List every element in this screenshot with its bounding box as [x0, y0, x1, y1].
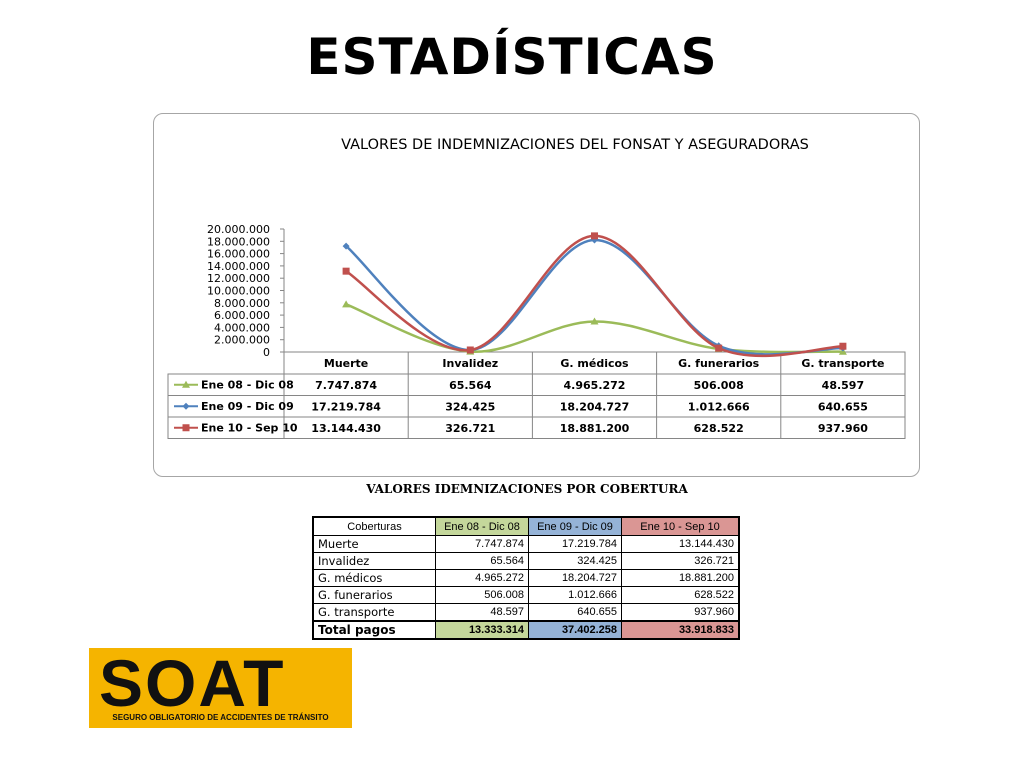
- header-ene08: Ene 08 - Dic 08: [435, 516, 529, 536]
- row-label: G. médicos: [312, 569, 436, 587]
- data-label: 937.960: [818, 422, 868, 435]
- cell-value: 18.204.727: [528, 569, 622, 587]
- data-label: 48.597: [822, 379, 864, 392]
- cell-value: 7.747.874: [435, 535, 529, 553]
- table-row: Invalidez 65.564 324.425 326.721: [312, 552, 740, 570]
- header-ene09: Ene 09 - Dic 09: [528, 516, 622, 536]
- table-row: Muerte 7.747.874 17.219.784 13.144.430: [312, 535, 740, 553]
- category-label: G. médicos: [560, 357, 629, 370]
- y-tick-label: 18.000.000: [207, 235, 270, 248]
- cell-value: 628.522: [621, 586, 740, 604]
- point-marker-square: [342, 267, 350, 275]
- cell-value: 18.881.200: [621, 569, 740, 587]
- y-tick-label: 10.000.000: [207, 285, 270, 298]
- y-tick-label: 0: [263, 346, 270, 359]
- total-value: 37.402.258: [528, 620, 622, 640]
- data-label: 4.965.272: [564, 379, 626, 392]
- y-tick-label: 8.000.000: [214, 297, 270, 310]
- cell-value: 324.425: [528, 552, 622, 570]
- table-row: G. transporte 48.597 640.655 937.960: [312, 603, 740, 622]
- data-label: 326.721: [445, 422, 495, 435]
- table-row: G. funerarios 506.008 1.012.666 628.522: [312, 586, 740, 604]
- point-marker-triangle: [182, 380, 190, 388]
- cell-value: 326.721: [621, 552, 740, 570]
- y-tick-label: 2.000.000: [214, 334, 270, 347]
- data-label: 324.425: [445, 401, 495, 414]
- total-value: 13.333.314: [435, 620, 529, 640]
- y-tick-label: 12.000.000: [207, 272, 270, 285]
- series-line: [345, 238, 843, 356]
- table-header-row: Coberturas Ene 08 - Dic 08 Ene 09 - Dic …: [312, 516, 740, 536]
- cell-value: 48.597: [435, 603, 529, 622]
- data-label: 1.012.666: [688, 401, 750, 414]
- point-marker-triangle: [342, 300, 351, 308]
- table-total-row: Total pagos 13.333.314 37.402.258 33.918…: [312, 620, 740, 640]
- point-marker-square: [715, 344, 723, 352]
- point-marker-square: [182, 424, 190, 432]
- total-value: 33.918.833: [621, 620, 740, 640]
- table-row: G. médicos 4.965.272 18.204.727 18.881.2…: [312, 569, 740, 587]
- data-label: 7.747.874: [315, 379, 377, 392]
- total-label: Total pagos: [312, 620, 436, 640]
- data-label: 17.219.784: [311, 401, 381, 414]
- header-ene10: Ene 10 - Sep 10: [621, 516, 740, 536]
- cell-value: 937.960: [621, 603, 740, 622]
- data-label: 628.522: [694, 422, 744, 435]
- point-marker-diamond: [182, 402, 190, 410]
- cell-value: 1.012.666: [528, 586, 622, 604]
- y-tick-label: 16.000.000: [207, 248, 270, 261]
- logo-subtitle: SEGURO OBLIGATORIO DE ACCIDENTES DE TRÁN…: [112, 713, 329, 722]
- legend-label: Ene 08 - Dic 08: [201, 379, 294, 392]
- row-label: G. transporte: [312, 603, 436, 622]
- row-label: Muerte: [312, 535, 436, 553]
- row-label: G. funerarios: [312, 586, 436, 604]
- y-tick-label: 20.000.000: [207, 223, 270, 236]
- cell-value: 506.008: [435, 586, 529, 604]
- y-tick-label: 6.000.000: [214, 309, 270, 322]
- chart-title: VALORES DE INDEMNIZACIONES DEL FONSAT Y …: [341, 137, 809, 153]
- point-marker-triangle: [590, 317, 599, 325]
- cell-value: 4.965.272: [435, 569, 529, 587]
- coverage-table: Coberturas Ene 08 - Dic 08 Ene 09 - Dic …: [312, 516, 740, 640]
- data-label: 65.564: [449, 379, 492, 392]
- category-label: Invalidez: [442, 357, 498, 370]
- point-marker-square: [591, 232, 598, 240]
- category-label: G. transporte: [801, 357, 884, 370]
- cell-value: 65.564: [435, 552, 529, 570]
- point-marker-square: [839, 342, 847, 350]
- legend-label: Ene 10 - Sep 10: [201, 422, 298, 435]
- series-line: [345, 303, 843, 354]
- logo-wordmark: SOAT: [99, 646, 286, 720]
- page-title: ESTADÍSTICAS: [306, 28, 718, 86]
- data-label: 13.144.430: [311, 422, 381, 435]
- cell-value: 640.655: [528, 603, 622, 622]
- cell-value: 17.219.784: [528, 535, 622, 553]
- line-chart: 02.000.0004.000.0006.000.0008.000.00010.…: [167, 223, 906, 439]
- data-label: 18.881.200: [560, 422, 630, 435]
- table-caption: VALORES IDEMNIZACIONES POR COBERTURA: [366, 482, 688, 496]
- header-coberturas: Coberturas: [312, 516, 436, 536]
- y-tick-label: 14.000.000: [207, 260, 270, 273]
- data-label: 640.655: [818, 401, 868, 414]
- point-marker-diamond: [342, 242, 350, 250]
- chart-frame: [153, 113, 920, 477]
- cell-value: 13.144.430: [621, 535, 740, 553]
- point-marker-square: [466, 346, 474, 354]
- y-tick-label: 4.000.000: [214, 321, 270, 334]
- category-label: G. funerarios: [678, 357, 760, 370]
- legend-label: Ene 09 - Dic 09: [201, 400, 294, 413]
- data-label: 18.204.727: [560, 401, 630, 414]
- data-label: 506.008: [694, 379, 744, 392]
- soat-logo: SOAT SEGURO OBLIGATORIO DE ACCIDENTES DE…: [89, 648, 352, 728]
- category-label: Muerte: [324, 357, 368, 370]
- row-label: Invalidez: [312, 552, 436, 570]
